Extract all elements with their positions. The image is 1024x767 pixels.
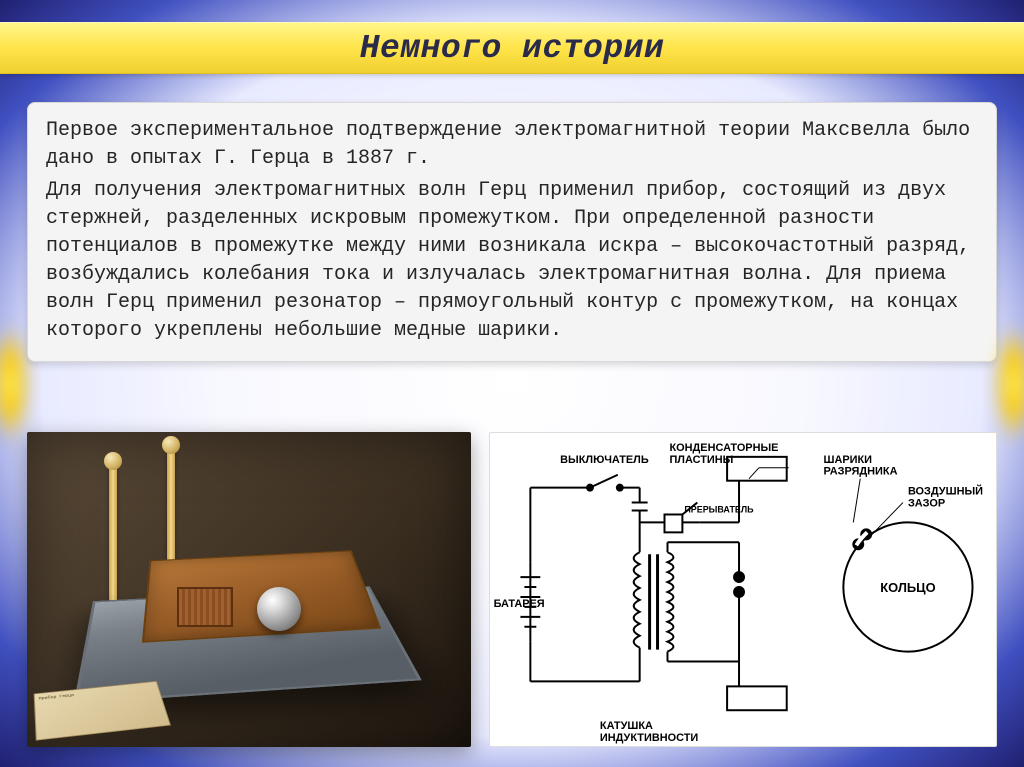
images-row: Прибор Герца <box>27 432 997 747</box>
label-spark-balls: ШАРИКИ РАЗРЯДНИКА <box>823 454 897 478</box>
bell-icon <box>257 587 301 631</box>
coil-box-icon <box>177 587 233 627</box>
label-air-gap: ВОЗДУШНЫЙ ЗАЗОР <box>908 485 986 510</box>
label-switch: ВЫКЛЮЧАТЕЛЬ <box>560 454 649 466</box>
brass-knob-icon <box>104 452 122 470</box>
label-induction-coil: КАТУШКА ИНДУКТИВНОСТИ <box>600 720 698 744</box>
museum-plaque: Прибор Герца <box>34 681 171 741</box>
hertz-apparatus-photo: Прибор Герца <box>27 432 471 747</box>
schematic-svg: ВЫКЛЮЧАТЕЛЬ КОНДЕНСАТОРНЫЕПЛАСТИНЫ ШАРИК… <box>490 433 996 746</box>
label-battery: БАТАРЕЯ <box>494 598 545 610</box>
label-capacitor-plates: КОНДЕНСАТОРНЫЕПЛАСТИНЫ <box>669 442 778 466</box>
brass-post-icon <box>109 460 117 600</box>
hertz-circuit-schematic: ВЫКЛЮЧАТЕЛЬ КОНДЕНСАТОРНЫЕПЛАСТИНЫ ШАРИК… <box>489 432 997 747</box>
label-interrupter: ПРЕРЫВАТЕЛЬ <box>684 504 754 514</box>
brass-knob-icon <box>162 436 180 454</box>
title-bar: Немного истории <box>0 22 1024 74</box>
paragraph-2: Для получения электромагнитных волн Герц… <box>46 177 978 345</box>
label-ring: КОЛЬЦО <box>880 580 935 595</box>
slide-title: Немного истории <box>360 30 665 67</box>
paragraph-1: Первое экспериментальное подтверждение э… <box>46 117 978 173</box>
body-text-card: Первое экспериментальное подтверждение э… <box>27 102 997 362</box>
